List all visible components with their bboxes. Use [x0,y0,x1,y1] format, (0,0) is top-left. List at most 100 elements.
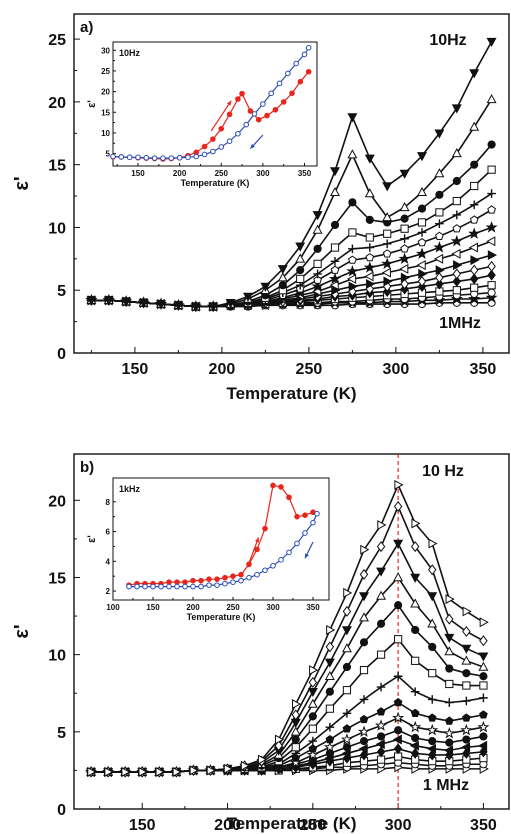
x-tick-label: 350 [470,817,497,834]
data-point [330,257,340,266]
data-point [443,727,456,739]
data-point [286,494,292,501]
data-point [208,302,219,312]
data-point [158,583,164,590]
inset-chart: 100 150 200 250 300 350 2 4 6 8 1kHz Temperature (K… [86,477,330,622]
data-point [486,37,497,47]
data-point [166,579,172,585]
data-point [291,709,300,721]
chart-panel-b: 150 200 250 300 350 0 5 10 15 20 b) 10 Hz 1 MHz Tempe… [11,453,510,834]
data-point [377,520,387,530]
data-point [330,186,340,197]
data-point [383,229,392,238]
data-point [277,272,288,282]
data-point [254,546,260,553]
data-point [400,272,410,283]
data-point [365,215,374,225]
data-point [292,699,302,710]
data-point [357,725,371,737]
data-point [270,562,276,569]
data-point [198,583,204,590]
data-point [226,111,233,118]
data-point [376,682,386,692]
x-tick-label: 200 [214,817,241,834]
data-point [444,646,455,656]
data-point [230,573,236,579]
data-point [410,687,420,697]
data-point [383,276,393,287]
data-point [461,655,472,665]
y-tick-label: 0 [57,346,66,363]
data-point [486,236,496,247]
panel-label: a) [80,19,93,36]
data-point [218,126,225,132]
data-point [302,512,308,518]
data-point [118,154,125,160]
data-point [451,148,462,158]
x-tick-label: 300 [385,817,412,834]
data-point [240,760,250,771]
data-point [365,233,374,242]
y-tick-label: 5 [57,283,66,300]
data-point [433,241,446,253]
data-point [426,743,436,754]
data-point [143,154,150,161]
data-point [238,571,244,578]
y-tick-label: 0 [57,802,66,819]
data-point [382,182,393,192]
inset-chart: 150 200 250 300 350 5 10 15 20 25 30 10Hz Temperatur… [86,41,318,188]
data-point [452,268,462,280]
plot-frame [112,477,330,601]
data-point [487,260,496,272]
data-point [428,736,437,746]
data-point [103,296,114,306]
data-point [487,189,496,198]
data-point [247,108,254,114]
data-point [468,292,481,305]
data-point [201,143,208,150]
data-point [301,51,308,58]
data-point [400,278,409,290]
data-point [218,144,225,150]
annotation-bottom: 1MHz [439,315,481,332]
data-point [469,69,480,79]
data-point [359,568,369,580]
data-point [469,121,480,131]
data-point [305,68,312,75]
data-point [328,272,342,285]
data-point [86,296,97,306]
data-point [487,140,496,149]
data-point [296,274,305,284]
data-point [376,746,386,758]
data-point [392,711,405,724]
data-point [312,224,323,234]
x-tick-label: 200 [186,603,200,612]
x-axis-title: Temperature (K) [226,814,356,833]
data-point [360,544,370,555]
data-point [302,530,308,536]
data-point [308,712,317,721]
data-point [468,242,478,253]
data-point [417,237,427,247]
series-line [91,717,484,773]
data-point [487,165,496,174]
data-point [461,644,472,654]
data-point [409,740,419,751]
data-point [376,590,387,600]
data-point [274,734,285,745]
series-1 [86,37,497,312]
y-tick-label: 2 [106,587,111,596]
data-point [485,291,498,303]
data-point [394,635,403,644]
x-tick-label: 350 [298,169,312,178]
data-point [435,190,444,199]
inset-x-axis-title: Temperature (K) [187,612,256,622]
data-point [394,601,403,610]
x-tick-label: 350 [470,361,497,378]
data-point [87,766,97,777]
data-point [343,587,353,598]
inset-background [113,478,329,600]
data-point [359,714,369,724]
data-point [243,121,250,128]
